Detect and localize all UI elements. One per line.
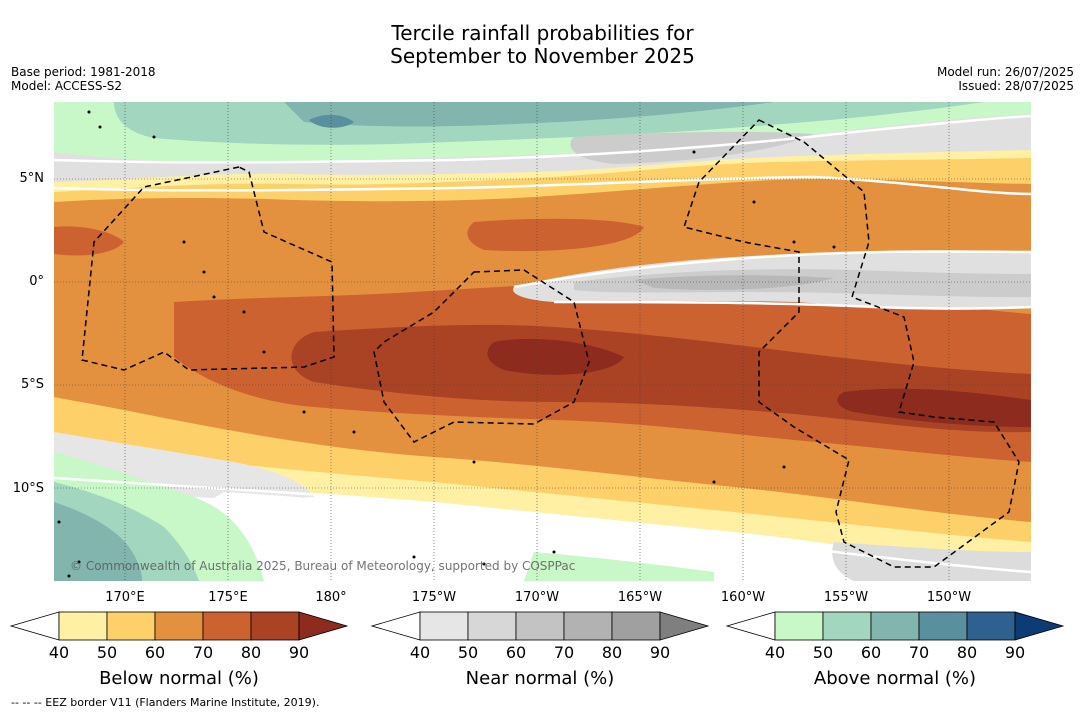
colorbar-extend-high xyxy=(659,611,710,641)
colorbar-segment xyxy=(611,611,661,641)
colorbar-tick: 70 xyxy=(192,643,214,662)
colorbar-below-normal xyxy=(9,611,349,641)
colorbar-title-below-normal: Below normal (%) xyxy=(99,668,259,689)
patch-below-70-top xyxy=(467,218,644,252)
band-near-south-east xyxy=(832,542,1031,581)
title-line-1: Tercile rainfall probabilities for xyxy=(391,21,694,45)
colorbar-segment xyxy=(154,611,204,641)
model-run-label: Model run: 26/07/2025 xyxy=(936,65,1074,79)
base-period-label: Base period: 1981-2018 xyxy=(11,65,156,79)
colorbar-segment xyxy=(822,611,872,641)
colorbar-segment xyxy=(515,611,565,641)
colorbar-segment xyxy=(563,611,613,641)
colorbar-segment xyxy=(58,611,108,641)
colorbar-segment xyxy=(419,611,469,641)
band-near-equator-3 xyxy=(634,275,834,290)
band-above-south-3 xyxy=(54,502,142,581)
patch-below-90 xyxy=(487,338,624,375)
copyright-notice: © Commonwealth of Australia 2025, Bureau… xyxy=(70,559,576,573)
patch-below-70-left xyxy=(54,226,124,256)
colorbar-extend-low xyxy=(370,611,421,641)
lon-label-175w: 175°W xyxy=(411,590,457,605)
patch-above-dark xyxy=(309,114,354,128)
colorbar-tick: 60 xyxy=(860,643,882,662)
colorbar-tick: 40 xyxy=(48,643,70,662)
issued-label: Issued: 28/07/2025 xyxy=(958,79,1074,93)
colorbar-segment xyxy=(250,611,300,641)
islands xyxy=(57,110,836,578)
colorbar-extend-low xyxy=(9,611,60,641)
meta-left: Base period: 1981-2018 Model: ACCESS-S2 xyxy=(11,65,156,93)
band-above-north-3 xyxy=(284,102,774,127)
lat-label-5n: 5°N xyxy=(19,171,45,186)
title-line-2: September to November 2025 xyxy=(390,44,695,68)
colorbar-segment xyxy=(870,611,920,641)
colorbar-segment xyxy=(966,611,1016,641)
colorbar-extend-low xyxy=(725,611,776,641)
chart-title: Tercile rainfall probabilities for Septe… xyxy=(0,22,1085,68)
colorbar-tick: 80 xyxy=(956,643,978,662)
colorbar-tick: 70 xyxy=(908,643,930,662)
colorbar-tick: 60 xyxy=(505,643,527,662)
colorbar-tick: 50 xyxy=(812,643,834,662)
colorbar-segment xyxy=(106,611,156,641)
colorbar-segment xyxy=(774,611,824,641)
rainfall-map xyxy=(54,102,1031,581)
lon-label-180: 180° xyxy=(315,590,347,605)
colorbar-extend-high xyxy=(298,611,349,641)
band-white-south xyxy=(54,492,1031,581)
colorbar-tick: 60 xyxy=(144,643,166,662)
colorbar-segment xyxy=(918,611,968,641)
colorbar-tick: 40 xyxy=(409,643,431,662)
meta-right: Model run: 26/07/2025 Issued: 28/07/2025 xyxy=(937,65,1074,93)
colorbar-tick: 50 xyxy=(96,643,118,662)
lon-label-155w: 155°W xyxy=(823,590,869,605)
lat-label-10s: 10°S xyxy=(12,481,44,496)
lat-label-0: 0° xyxy=(29,274,44,289)
patch-below-90-east xyxy=(837,388,1031,427)
model-label: Model: ACCESS-S2 xyxy=(11,79,123,93)
colorbar-above-normal xyxy=(725,611,1065,641)
lon-label-160w: 160°W xyxy=(720,590,766,605)
patch-above-south-east xyxy=(524,552,714,581)
lon-label-150w: 150°W xyxy=(926,590,972,605)
colorbar-tick: 80 xyxy=(601,643,623,662)
eez-borders xyxy=(81,119,1020,568)
colorbar-segment xyxy=(202,611,252,641)
colorbar-tick: 50 xyxy=(457,643,479,662)
lon-label-170w: 170°W xyxy=(514,590,560,605)
lat-label-5s: 5°S xyxy=(20,377,44,392)
colorbar-tick: 70 xyxy=(553,643,575,662)
colorbar-tick: 90 xyxy=(1004,643,1026,662)
lon-label-165w: 165°W xyxy=(617,590,663,605)
lon-label-175e: 175°E xyxy=(208,590,248,605)
colorbar-near-normal xyxy=(370,611,710,641)
colorbar-tick: 80 xyxy=(240,643,262,662)
colorbar-tick: 90 xyxy=(649,643,671,662)
graticule xyxy=(54,102,1031,581)
colorbar-tick: 90 xyxy=(288,643,310,662)
colorbar-tick: 40 xyxy=(764,643,786,662)
colorbar-segment xyxy=(467,611,517,641)
colorbar-extend-high xyxy=(1014,611,1065,641)
map-canvas xyxy=(54,102,1031,581)
colorbar-title-near-normal: Near normal (%) xyxy=(465,668,615,689)
lon-label-170e: 170°E xyxy=(105,590,145,605)
eez-footnote: -- -- -- EEZ border V11 (Flanders Marine… xyxy=(11,696,320,709)
colorbar-title-above-normal: Above normal (%) xyxy=(813,668,977,689)
